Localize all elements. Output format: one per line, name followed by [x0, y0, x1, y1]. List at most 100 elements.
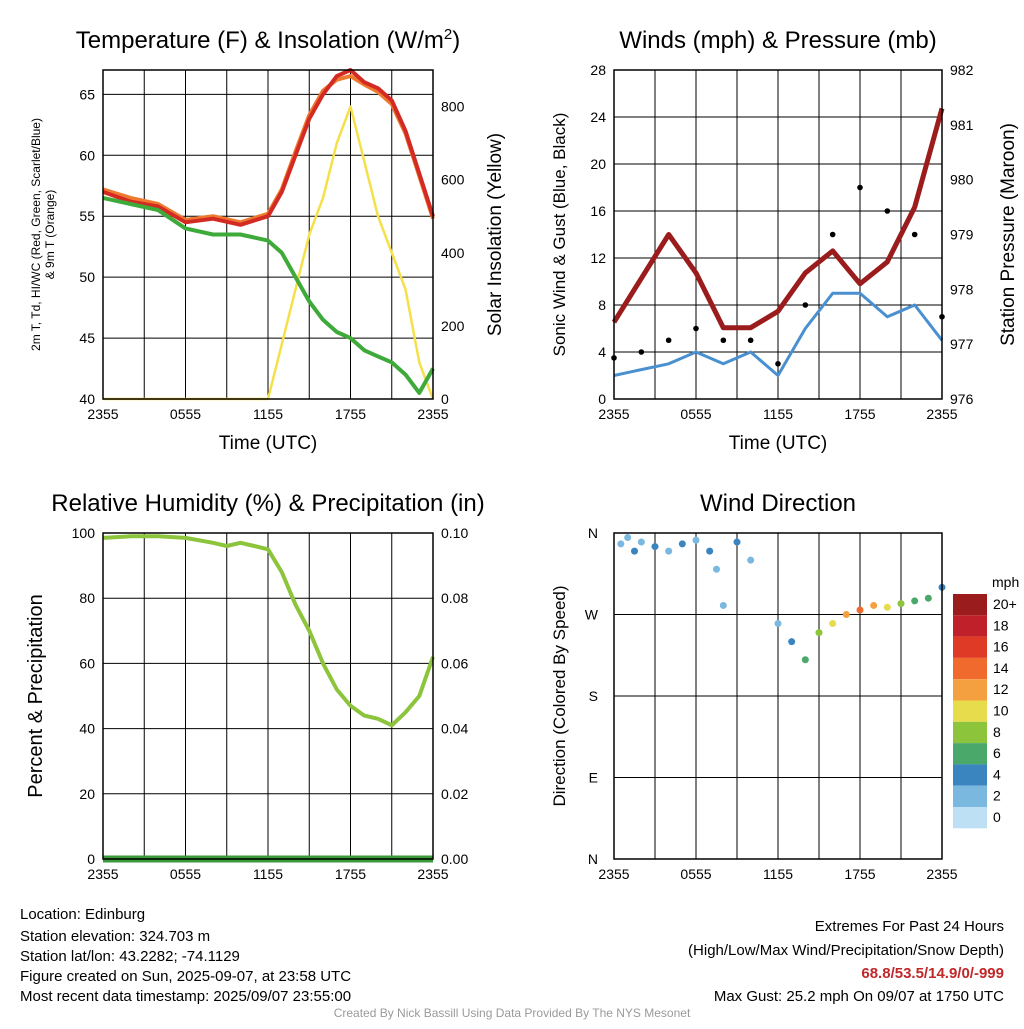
direction-point: [774, 620, 782, 628]
y2-tick-label: 0.10: [441, 525, 468, 541]
x-tick-label: 0555: [680, 866, 711, 882]
gust-point: [802, 302, 809, 308]
y-tick-label: 16: [590, 203, 606, 219]
direction-point: [801, 656, 809, 664]
x-tick-label: 2355: [926, 406, 957, 422]
direction-point: [713, 565, 720, 573]
wind-direction-panel: 2355 0555 1155 1755 2355 Wind Direction N E S W N D…: [550, 490, 1019, 882]
gust-point: [665, 337, 672, 344]
plot-frame: [613, 532, 943, 860]
direction-point: [706, 547, 714, 555]
y-tick-label: 65: [79, 86, 95, 102]
direction-point: [842, 611, 850, 618]
y2-tick-label: 0.08: [441, 590, 468, 606]
y-tick-label: 20: [79, 786, 95, 802]
wind-panel: 2355 0555 1155 1755 2355 Winds (mph) & Pressu…: [550, 27, 1019, 454]
direction-point: [883, 603, 891, 611]
x-tick-label: 1755: [844, 866, 875, 882]
pressure-line: [611, 107, 945, 331]
y-tick-label: 40: [79, 721, 95, 737]
legend-label: 16: [993, 639, 1009, 655]
direction-point: [911, 597, 919, 605]
wind-speed-line: [613, 291, 944, 377]
y-tick-label: 24: [590, 109, 606, 125]
y-tick-label: 28: [590, 62, 606, 78]
y2-tick-label: 980: [950, 172, 974, 188]
y2-tick-label: 979: [950, 227, 974, 243]
direction-point: [815, 629, 823, 637]
gust-point: [911, 231, 918, 238]
direction-point: [747, 556, 755, 564]
y-tick-label: 50: [79, 269, 95, 285]
legend-label: 12: [993, 681, 1009, 697]
y2-tick-label: 978: [950, 281, 974, 297]
x-tick-label: 1155: [763, 406, 793, 422]
direction-point: [719, 601, 727, 609]
y2-tick-label: 977: [950, 336, 974, 352]
gust-point: [747, 337, 754, 344]
legend-swatch: [953, 636, 987, 658]
y2-axis-label: Station Pressure (Maroon): [998, 123, 1019, 346]
y-tick-label: 55: [79, 208, 95, 224]
legend-swatch: [953, 679, 987, 701]
legend-label: 4: [993, 766, 1001, 782]
y2-tick-label: 600: [441, 172, 465, 188]
direction-point: [637, 538, 645, 546]
x-tick-label: 1755: [335, 406, 366, 422]
direction-point: [692, 536, 700, 544]
gust-point: [884, 208, 891, 214]
y-tick-label: 60: [79, 147, 95, 163]
x-axis-label: Time (UTC): [219, 433, 318, 454]
x-axis-label: Time (UTC): [729, 433, 828, 454]
plot-frame: [102, 69, 434, 400]
x-tick-label: 2355: [598, 406, 629, 422]
x-tick-label: 2355: [87, 866, 118, 882]
chart-title: Temperature (F) & Insolation (W/m2): [76, 26, 460, 54]
direction-point: [624, 534, 632, 542]
gust-point: [829, 231, 836, 238]
y-tick-label: 0: [87, 851, 95, 867]
y-tick-label: E: [589, 770, 598, 786]
y2-tick-label: 0.06: [441, 655, 468, 671]
temp-2m-line: [102, 68, 435, 227]
max-gust-text: Max Gust: 25.2 mph On 09/07 at 1750 UTC: [713, 988, 1004, 1005]
x-tick-label: 0555: [170, 866, 201, 882]
gust-point: [720, 337, 727, 344]
legend-label: 14: [993, 660, 1009, 676]
y2-tick-label: 200: [441, 318, 465, 334]
direction-point: [678, 540, 686, 548]
y-tick-label: 80: [79, 590, 95, 606]
legend-swatch: [953, 657, 987, 680]
legend-swatch: [953, 764, 987, 786]
y-tick-label: 100: [72, 525, 96, 541]
legend-swatch: [953, 721, 987, 744]
direction-point: [631, 547, 638, 555]
y-tick-label: 60: [79, 655, 95, 671]
y2-tick-label: 400: [441, 245, 465, 261]
y-axis-label: Sonic Wind & Gust (Blue, Black): [550, 113, 569, 357]
created-text: Figure created on Sun, 2025-09-07, at 23…: [20, 968, 352, 985]
legend-label: 8: [993, 724, 1001, 740]
x-tick-label: 1155: [253, 406, 283, 422]
y-tick-label: 8: [598, 297, 606, 313]
y-tick-label: S: [589, 688, 598, 704]
y2-tick-label: 0.00: [441, 851, 468, 867]
gust-point: [775, 360, 781, 367]
direction-point: [788, 638, 796, 646]
y-axis-label: Direction (Colored By Speed): [550, 585, 569, 806]
x-tick-label: 1755: [844, 406, 875, 422]
direction-point: [617, 540, 625, 548]
rh-line: [102, 534, 435, 728]
extremes-title: Extremes For Past 24 Hours: [814, 918, 1004, 935]
legend-swatch: [953, 594, 987, 616]
legend-label: 18: [993, 617, 1009, 633]
y-tick-label: N: [588, 851, 598, 867]
location-text: Location: Edinburg: [20, 906, 146, 923]
legend-title: mph: [992, 574, 1019, 590]
y2-tick-label: 981: [950, 117, 974, 133]
rh-panel: 2355 0555 1155 1755 2355 Relative Humidity (%…: [25, 490, 485, 882]
x-tick-label: 2355: [417, 406, 448, 422]
legend-label: 6: [993, 745, 1001, 761]
